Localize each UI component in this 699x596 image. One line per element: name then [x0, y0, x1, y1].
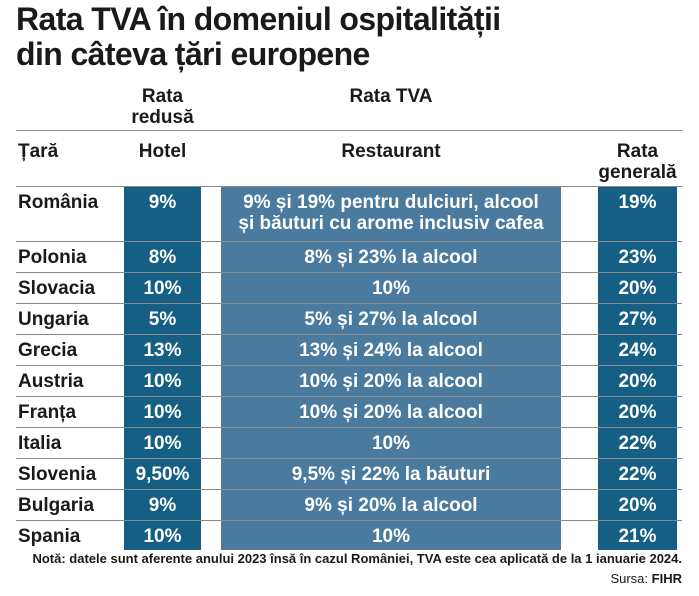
header-vat-rate: Rata TVA [349, 86, 433, 107]
general-rate-cell: 27% [618, 309, 657, 330]
general-rate-cell: 20% [618, 402, 657, 423]
footnote: Notă: datele sunt aferente anului 2023 î… [32, 551, 682, 566]
country-cell: Spania [18, 526, 81, 547]
restaurant-rate-cell: 10% și 20% la alcool [299, 371, 483, 392]
general-rate-cell: 19% [618, 192, 657, 213]
hotel-rate-cell: 10% [143, 371, 182, 392]
country-cell: Polonia [18, 247, 87, 268]
table-row: Polonia 8% 8% și 23% la alcool 23% [16, 241, 682, 273]
country-cell: Slovenia [18, 464, 97, 485]
restaurant-rate-cell: 10% [371, 433, 411, 454]
general-rate-cell: 20% [618, 371, 657, 392]
title-line-1: Rata TVA în domeniul ospitalității [16, 1, 501, 37]
title-line-2: din câteva țări europene [16, 36, 370, 72]
hotel-rate-cell: 10% [143, 526, 182, 547]
restaurant-rate-cell: 5% și 27% la alcool [304, 309, 478, 330]
hotel-rate-cell: 5% [148, 309, 177, 330]
restaurant-rate-cell: 9% și 19% pentru dulciuri, alcool și bău… [221, 187, 561, 245]
source-credit: Sursa: FIHR [610, 571, 682, 586]
source-label: Sursa: [610, 571, 649, 586]
table-row: Spania 10% 10% 21% [16, 520, 682, 552]
hotel-rate-cell: 10% [143, 402, 182, 423]
country-cell: Austria [18, 371, 84, 392]
country-cell: România [18, 192, 99, 213]
country-cell: Grecia [18, 340, 78, 361]
restaurant-rate-line2: și băuturi cu arome inclusiv cafea [238, 213, 544, 234]
source-value: FIHR [651, 571, 682, 586]
header-hotel: Hotel [138, 141, 187, 162]
header-country: Țară [18, 141, 59, 162]
general-rate-cell: 24% [618, 340, 657, 361]
country-cell: Bulgaria [18, 495, 95, 516]
general-rate-cell: 22% [618, 433, 657, 454]
general-rate-cell: 22% [618, 464, 657, 485]
hotel-rate-cell: 10% [143, 433, 182, 454]
hotel-rate-cell: 9% [148, 192, 177, 213]
general-rate-cell: 21% [618, 526, 657, 547]
header-divider-top [16, 130, 682, 131]
general-rate-cell: 23% [618, 247, 657, 268]
restaurant-rate-cell: 9% și 20% la alcool [304, 495, 478, 516]
table-row: Slovenia 9,50% 9,5% și 22% la băuturi 22… [16, 458, 682, 490]
table-row: Ungaria 5% 5% și 27% la alcool 27% [16, 303, 682, 335]
restaurant-rate-line1: 9% și 19% pentru dulciuri, alcool [243, 192, 539, 213]
header-restaurant: Restaurant [341, 141, 441, 162]
restaurant-rate-cell: 8% și 23% la alcool [304, 247, 478, 268]
table-row: Italia 10% 10% 22% [16, 427, 682, 459]
hotel-rate-cell: 10% [143, 278, 182, 299]
general-rate-cell: 20% [618, 278, 657, 299]
header-general-rate: Rata generală [590, 141, 685, 183]
restaurant-rate-cell: 10% [371, 278, 411, 299]
header-reduced-rate-line2: redusă [131, 107, 194, 128]
hotel-rate-cell: 9,50% [135, 464, 190, 485]
chart-title: Rata TVA în domeniul ospitalității din c… [16, 2, 686, 72]
header-reduced-rate: Rata redusă [124, 86, 201, 128]
table-row: Grecia 13% 13% și 24% la alcool 24% [16, 334, 682, 366]
restaurant-rate-cell: 9,5% și 22% la băuturi [291, 464, 491, 485]
table-row: Slovacia 10% 10% 20% [16, 272, 682, 304]
general-rate-cell: 20% [618, 495, 657, 516]
restaurant-rate-cell: 10% [371, 526, 411, 547]
hotel-rate-cell: 9% [148, 495, 177, 516]
restaurant-rate-cell: 13% și 24% la alcool [299, 340, 483, 361]
hotel-rate-cell: 13% [143, 340, 182, 361]
country-cell: Ungaria [18, 309, 89, 330]
country-cell: Franța [18, 402, 77, 423]
restaurant-rate-cell: 10% și 20% la alcool [299, 402, 483, 423]
table-row: Franța 10% 10% și 20% la alcool 20% [16, 396, 682, 428]
table-row: România 9% 9% și 19% pentru dulciuri, al… [16, 186, 682, 240]
country-cell: Slovacia [18, 278, 96, 299]
table-row: Bulgaria 9% 9% și 20% la alcool 20% [16, 489, 682, 521]
header-general-line1: Rata [616, 141, 659, 162]
header-reduced-rate-line1: Rata [141, 86, 184, 107]
country-cell: Italia [18, 433, 62, 454]
table-row: Austria 10% 10% și 20% la alcool 20% [16, 365, 682, 397]
hotel-rate-cell: 8% [148, 247, 177, 268]
header-general-line2: generală [598, 162, 677, 183]
